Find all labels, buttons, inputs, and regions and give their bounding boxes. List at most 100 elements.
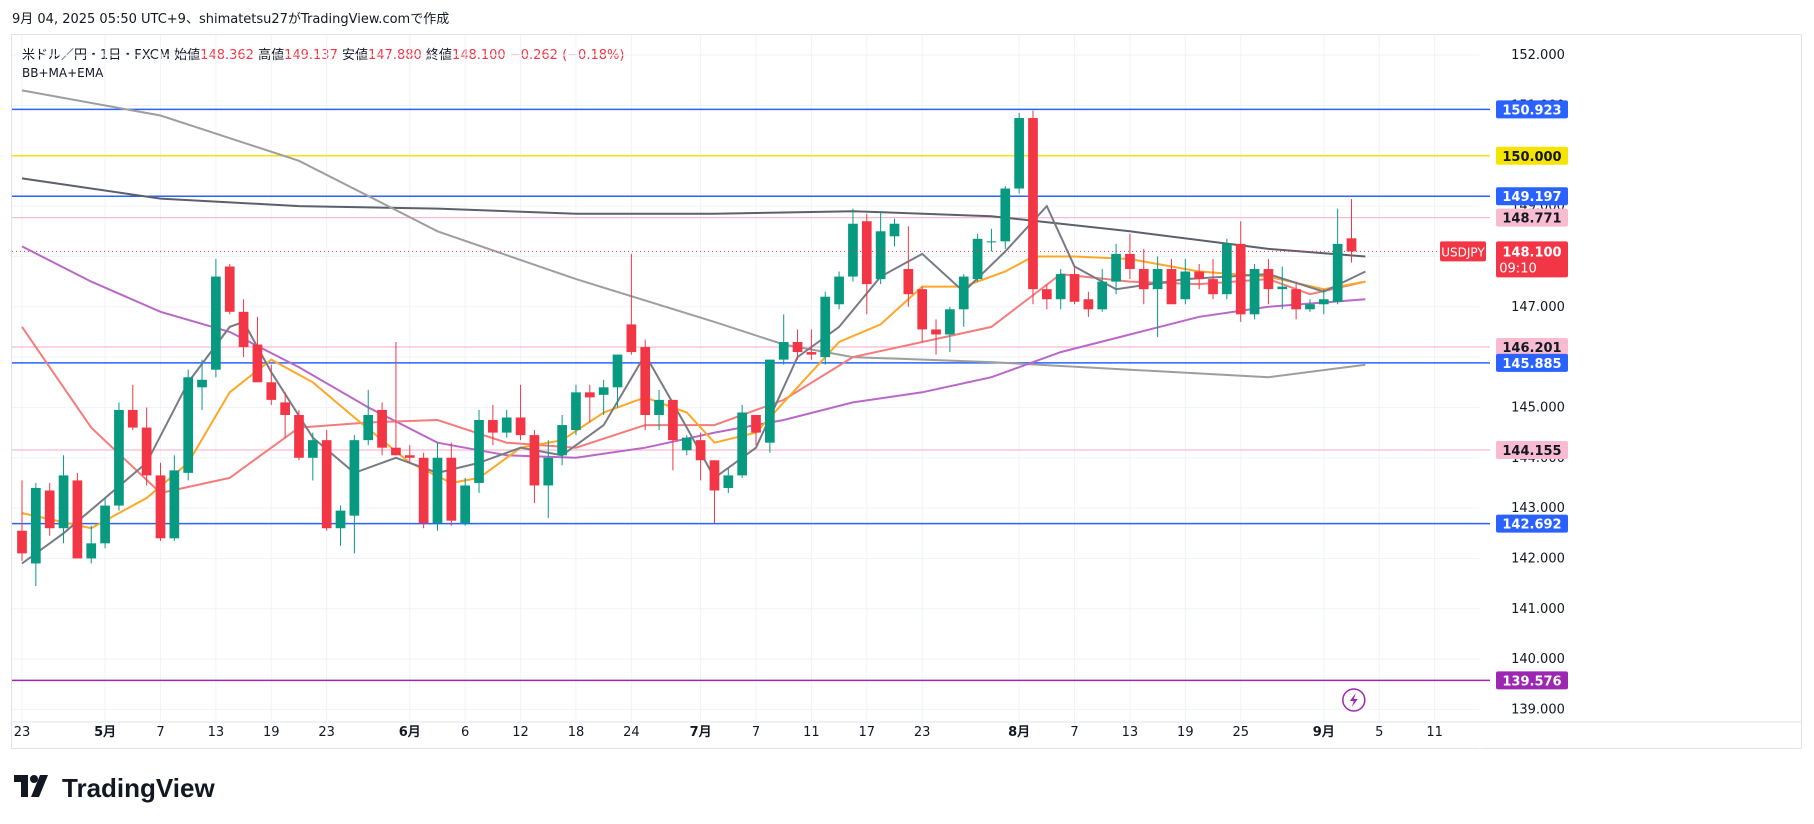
indicators-legend[interactable]: BB+MA+EMA (22, 66, 104, 80)
x-tick-label: 11 (1426, 725, 1443, 740)
candle-body (1332, 243, 1343, 302)
level-price-label: 149.197 (1502, 190, 1561, 205)
candle-body (141, 427, 152, 476)
candle-body (1111, 253, 1121, 282)
x-tick-label: 12 (512, 725, 529, 740)
candle-body (861, 221, 872, 285)
candle-body (155, 475, 166, 539)
candle-body (1083, 299, 1094, 310)
y-tick-label: 142.000 (1511, 551, 1565, 566)
y-tick-label: 143.000 (1511, 501, 1565, 516)
candle-body (1055, 274, 1066, 300)
candle-body (280, 402, 290, 415)
level-price-tag (1496, 208, 1568, 227)
candle-body (1263, 269, 1274, 290)
candle-body (211, 276, 221, 370)
candle-body (529, 435, 540, 486)
chart-frame (11, 34, 1802, 749)
candle-body (806, 352, 817, 355)
candle-body (1000, 188, 1011, 242)
y-tick-label: 140.000 (1511, 652, 1565, 667)
candle-body (501, 417, 512, 433)
candle-body (834, 276, 844, 305)
candle-body (737, 412, 747, 476)
candle-body (571, 392, 581, 431)
candle-body (598, 387, 609, 395)
candle-body (1208, 279, 1218, 295)
candle-body (889, 223, 900, 237)
candle-body (127, 409, 138, 428)
x-tick-label: 9月 (1313, 725, 1335, 740)
candle-body (695, 440, 706, 461)
x-tick-label: 6 (461, 725, 469, 740)
candle-body (1125, 253, 1135, 270)
level-price-tag (1496, 187, 1568, 206)
candle-body (446, 457, 457, 521)
level-price-label: 139.576 (1502, 674, 1561, 689)
level-price-label: 146.201 (1502, 341, 1561, 356)
candle-body (557, 425, 567, 456)
x-tick-label: 7 (1070, 725, 1078, 740)
chart-header-text: 9月 04, 2025 05:50 UTC+9、shimatetsu27がTra… (12, 12, 450, 27)
footer-branding: TradingView (14, 773, 215, 804)
indicator-line (21, 177, 1366, 258)
candle-body (986, 241, 997, 243)
level-price-tag (1496, 353, 1568, 372)
candle-body (17, 530, 27, 554)
candle-body (1014, 118, 1024, 189)
countdown-label: 09:10 (1499, 261, 1536, 276)
x-tick-label: 5月 (94, 725, 116, 740)
candle-body (681, 437, 692, 451)
candle-body (169, 470, 180, 539)
level-price-tag (1496, 671, 1568, 690)
x-tick-label: 19 (263, 725, 280, 740)
candle-body (294, 414, 304, 458)
candle-body (1152, 269, 1163, 290)
candle-body (945, 309, 955, 335)
x-tick-label: 7 (752, 725, 760, 740)
x-tick-label: 13 (208, 725, 225, 740)
candle-body (307, 440, 318, 458)
candle-body (197, 379, 207, 388)
candle-body (543, 457, 554, 486)
level-price-label: 150.000 (1502, 150, 1561, 165)
x-tick-label: 23 (914, 725, 931, 740)
candle-body (432, 457, 443, 524)
current-price-label: 148.100 (1502, 245, 1561, 260)
candle-body (224, 266, 235, 312)
x-tick-label: 19 (1177, 725, 1194, 740)
x-tick-label: 18 (568, 725, 585, 740)
x-tick-label: 23 (14, 725, 31, 740)
candle-body (972, 238, 983, 280)
level-price-tag (1496, 146, 1568, 165)
candle-body (751, 414, 761, 433)
tradingview-brand: TradingView (62, 773, 215, 803)
candle-body (1318, 299, 1329, 305)
y-tick-label: 139.000 (1511, 702, 1565, 717)
candle-body (1305, 304, 1315, 310)
candle-body (252, 344, 263, 383)
candle-body (1346, 238, 1357, 252)
lightning-icon[interactable] (1342, 688, 1366, 712)
candle-body (778, 342, 789, 360)
level-price-label: 150.923 (1502, 103, 1561, 118)
level-price-tag (1496, 440, 1568, 459)
candle-body (1235, 243, 1246, 315)
y-tick-label: 147.000 (1511, 300, 1565, 315)
candle-body (1249, 269, 1260, 315)
candle-body (917, 289, 928, 330)
candle-body (1277, 286, 1288, 290)
x-tick-label: 7月 (690, 725, 712, 740)
candle-body (1097, 281, 1108, 310)
candle-body (72, 480, 83, 559)
symbol-tag-label: USDJPY (1441, 245, 1485, 259)
candle-body (792, 342, 803, 353)
x-tick-label: 25 (1232, 725, 1249, 740)
y-tick-label: 152.000 (1511, 48, 1565, 63)
candle-body (958, 276, 969, 310)
level-price-label: 142.692 (1502, 518, 1561, 533)
candle-body (183, 377, 194, 473)
candle-body (58, 475, 69, 529)
price-chart[interactable]: 152.000151.000150.000149.000148.000147.0… (0, 0, 1814, 760)
level-price-tag (1496, 514, 1568, 533)
